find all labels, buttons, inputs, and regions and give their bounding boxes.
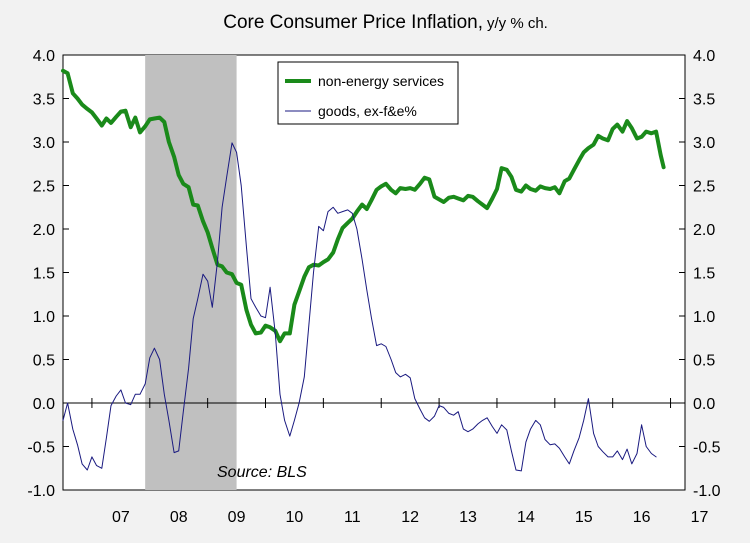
y-tick-label-right: 3.5 (693, 92, 715, 109)
y-tick-label-left: -1.0 (27, 483, 55, 500)
y-tick-label-left: 3.0 (33, 135, 55, 152)
x-tick-label: 13 (459, 509, 477, 526)
x-tick-label: 14 (517, 509, 535, 526)
y-tick-label-left: 0.0 (33, 396, 55, 413)
x-tick-label: 12 (401, 509, 419, 526)
y-tick-label-left: 2.5 (33, 179, 55, 196)
y-tick-label-left: 3.5 (33, 92, 55, 109)
legend-label-non-energy-services: non-energy services (318, 73, 444, 89)
y-tick-label-right: 0.0 (693, 396, 715, 413)
recession-shading (145, 55, 237, 490)
y-tick-label-right: 1.5 (693, 266, 715, 283)
x-tick-label: 11 (344, 509, 361, 526)
x-tick-label: 15 (575, 509, 593, 526)
y-tick-label-right: 3.0 (693, 135, 715, 152)
y-tick-label-right: -0.5 (693, 440, 721, 457)
y-tick-label-left: -0.5 (27, 440, 55, 457)
legend-box (277, 61, 459, 125)
x-tick-label: 10 (286, 509, 304, 526)
series-line-non-energy-services (61, 68, 666, 344)
y-tick-label-left: 1.5 (33, 266, 55, 283)
y-tick-label-left: 1.0 (33, 309, 55, 326)
x-tick-label: 07 (112, 509, 130, 526)
y-tick-label-left: 0.5 (33, 353, 55, 370)
legend-label-goods-ex-fe: goods, ex-f&e% (318, 103, 417, 119)
y-tick-label-right: -1.0 (693, 483, 721, 500)
y-tick-label-right: 1.0 (693, 309, 715, 326)
x-tick-label: 09 (228, 509, 246, 526)
source-note: Source: BLS (217, 464, 307, 481)
x-tick-label: 17 (691, 509, 709, 526)
x-tick-label: 08 (170, 509, 188, 526)
series-line-goods-ex-fe (62, 142, 657, 472)
x-tick-label: 16 (633, 509, 651, 526)
y-tick-label-left: 4.0 (33, 48, 55, 65)
legend: non-energy services goods, ex-f&e% (277, 61, 459, 125)
chart-title: Core Consumer Price Inflation, (223, 12, 483, 33)
y-tick-label-right: 2.5 (693, 179, 715, 196)
y-tick-label-right: 2.0 (693, 222, 715, 239)
chart-subtitle: y/y % ch. (487, 15, 548, 32)
y-tick-label-right: 0.5 (693, 353, 715, 370)
y-tick-label-left: 2.0 (33, 222, 55, 239)
y-tick-label-right: 4.0 (693, 48, 715, 65)
